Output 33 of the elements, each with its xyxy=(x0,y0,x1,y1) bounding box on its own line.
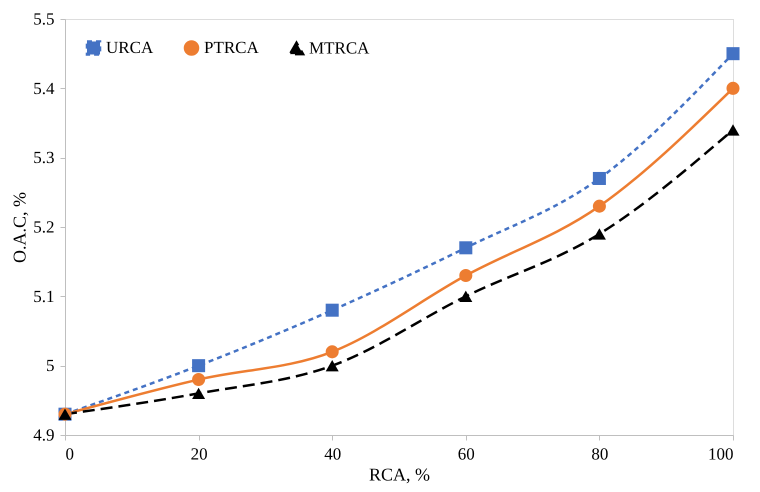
legend-label: PTRCA xyxy=(204,38,260,57)
x-tick-label: 0 xyxy=(66,444,74,464)
y-tick-label: 5 xyxy=(46,356,54,376)
point xyxy=(192,359,206,372)
x-tick-label: 80 xyxy=(591,444,608,464)
legend-label: URCA xyxy=(106,38,154,57)
point xyxy=(726,124,740,136)
y-axis-title: O.A.C, % xyxy=(9,192,30,263)
point xyxy=(326,360,339,372)
point xyxy=(192,388,206,400)
point xyxy=(459,269,472,282)
x-tick-label: 40 xyxy=(324,444,342,464)
y-tick-label: 5.2 xyxy=(33,218,54,236)
point xyxy=(726,47,740,60)
point xyxy=(326,345,339,358)
point xyxy=(592,228,606,240)
point xyxy=(326,304,339,317)
y-tick-label: 5.3 xyxy=(33,148,54,168)
x-axis-title: RCA, % xyxy=(368,464,430,484)
legend-label: MTRCA xyxy=(309,38,370,58)
point xyxy=(459,241,472,254)
y-tick-label: 5.4 xyxy=(33,78,55,98)
x-tick-label: 20 xyxy=(190,444,208,464)
point xyxy=(459,290,472,302)
y-tick-label: 4.9 xyxy=(33,426,54,444)
y-tick-label: 5.5 xyxy=(33,10,54,28)
point xyxy=(192,373,206,386)
point xyxy=(726,82,740,95)
point xyxy=(592,172,606,185)
x-tick-label: 60 xyxy=(458,444,475,464)
point xyxy=(592,200,606,213)
y-tick-label: 5.1 xyxy=(33,286,54,306)
x-tick-label: 100 xyxy=(708,444,734,464)
